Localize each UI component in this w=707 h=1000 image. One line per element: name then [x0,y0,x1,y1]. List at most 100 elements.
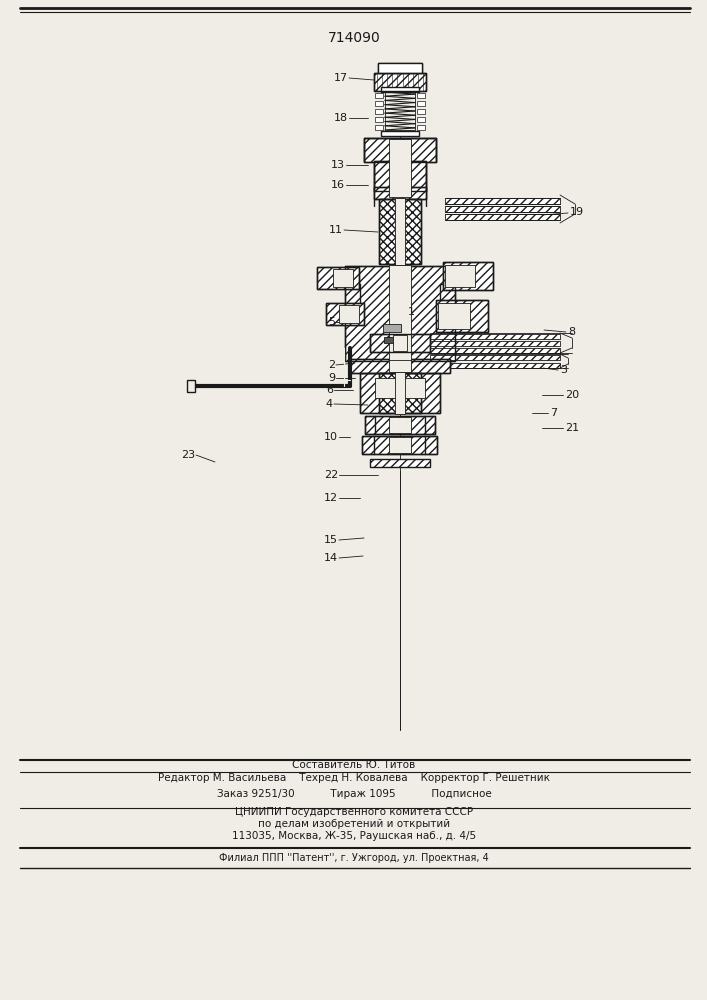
Text: 14: 14 [324,553,338,563]
Text: 12: 12 [324,493,338,503]
Bar [417,108,425,113]
Text: 8: 8 [568,327,575,337]
Bar [374,161,426,191]
Text: Редактор М. Васильева    Техред Н. Ковалева    Корректор Г. Решетник: Редактор М. Васильева Техред Н. Ковалева… [158,773,550,783]
Bar [381,130,419,135]
Bar [370,459,430,467]
Bar [438,303,470,329]
Text: 714090: 714090 [327,31,380,45]
Bar [443,262,493,290]
Bar [445,206,560,212]
Bar [379,373,421,413]
Bar [445,198,560,204]
Bar [360,373,440,413]
Bar [326,303,364,325]
Bar [317,267,359,289]
Bar [379,199,421,264]
Bar [375,378,425,398]
Bar [389,139,411,197]
Text: 4: 4 [326,399,333,409]
Bar [363,436,438,454]
Bar [417,101,425,105]
Bar [389,417,411,433]
Bar [375,108,383,113]
Bar [436,300,488,332]
Bar [365,416,435,434]
Text: 13: 13 [331,160,345,170]
Bar [360,373,440,413]
Bar [417,116,425,121]
Text: 10: 10 [324,432,338,442]
Bar [430,355,560,360]
Bar [378,63,422,73]
Text: 11: 11 [329,225,343,235]
Text: 113035, Москва, Ж-35, Раушская наб., д. 4/5: 113035, Москва, Ж-35, Раушская наб., д. … [232,831,476,841]
Text: 15: 15 [324,535,338,545]
Bar [375,116,383,121]
Text: 2: 2 [328,360,335,370]
Text: 23: 23 [181,450,195,460]
Bar [363,436,438,454]
Bar [333,269,353,287]
Bar [383,324,401,332]
Bar [393,335,407,351]
Bar [430,348,560,353]
Bar [395,372,405,414]
Text: по делам изобретений и открытий: по делам изобретений и открытий [258,819,450,829]
Bar [430,362,560,367]
Bar [187,380,195,392]
Bar [364,138,436,162]
Text: 9: 9 [328,373,335,383]
Text: 20: 20 [565,390,579,400]
Bar [445,265,475,287]
Bar [430,340,560,346]
Bar [381,87,419,92]
Bar [339,305,359,323]
Text: 17: 17 [334,73,348,83]
Bar [317,267,359,289]
Text: Заказ 9251/30           Тираж 1095           Подписное: Заказ 9251/30 Тираж 1095 Подписное [216,789,491,799]
Bar [374,187,426,199]
Bar [436,300,488,332]
Text: Филиал ППП ''Патент'', г. Ужгород, ул. Проектная, 4: Филиал ППП ''Патент'', г. Ужгород, ул. П… [219,853,489,863]
Bar [375,93,383,98]
Text: 7: 7 [550,408,557,418]
Bar [374,73,426,91]
Text: 3: 3 [560,365,567,375]
Bar [384,337,400,343]
Text: ЦНИИПИ Государственного комитета СССР: ЦНИИПИ Государственного комитета СССР [235,807,473,817]
Bar [326,303,364,325]
Text: 18: 18 [334,113,348,123]
Bar [395,198,405,265]
Bar [417,93,425,98]
Bar [389,437,411,453]
Bar [374,187,426,199]
Bar [430,334,560,338]
Bar [417,124,425,129]
Bar [389,265,411,362]
Bar [374,73,426,91]
Text: 5: 5 [328,317,335,327]
Bar [385,92,415,130]
Bar [370,334,430,352]
Text: 22: 22 [324,470,338,480]
Bar [375,101,383,105]
Text: 6: 6 [326,385,333,395]
Bar [389,360,411,372]
Bar [445,214,560,220]
Bar [364,138,436,162]
Bar [379,373,421,413]
Bar [374,161,426,191]
Text: Составитель Ю. Титов: Составитель Ю. Титов [293,760,416,770]
Text: 16: 16 [331,180,345,190]
Bar [350,359,450,373]
Bar [443,262,493,290]
Bar [370,334,430,352]
Bar [379,199,421,264]
Bar [345,266,455,361]
Text: 1: 1 [408,307,415,317]
Bar [350,359,450,373]
Bar [365,416,435,434]
Bar [378,63,422,73]
Text: 19: 19 [570,207,584,217]
